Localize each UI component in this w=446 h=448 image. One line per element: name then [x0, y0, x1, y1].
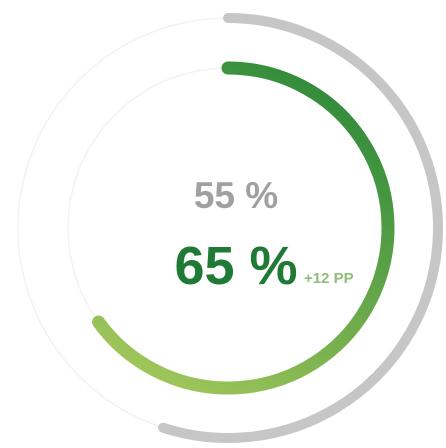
previous-value-label: 55 % — [194, 175, 278, 216]
progress-arc — [92, 61, 395, 395]
delta-annotation: +12 PP — [304, 270, 354, 287]
current-value-label: 65 % — [174, 236, 297, 296]
progress-arc — [158, 13, 443, 443]
